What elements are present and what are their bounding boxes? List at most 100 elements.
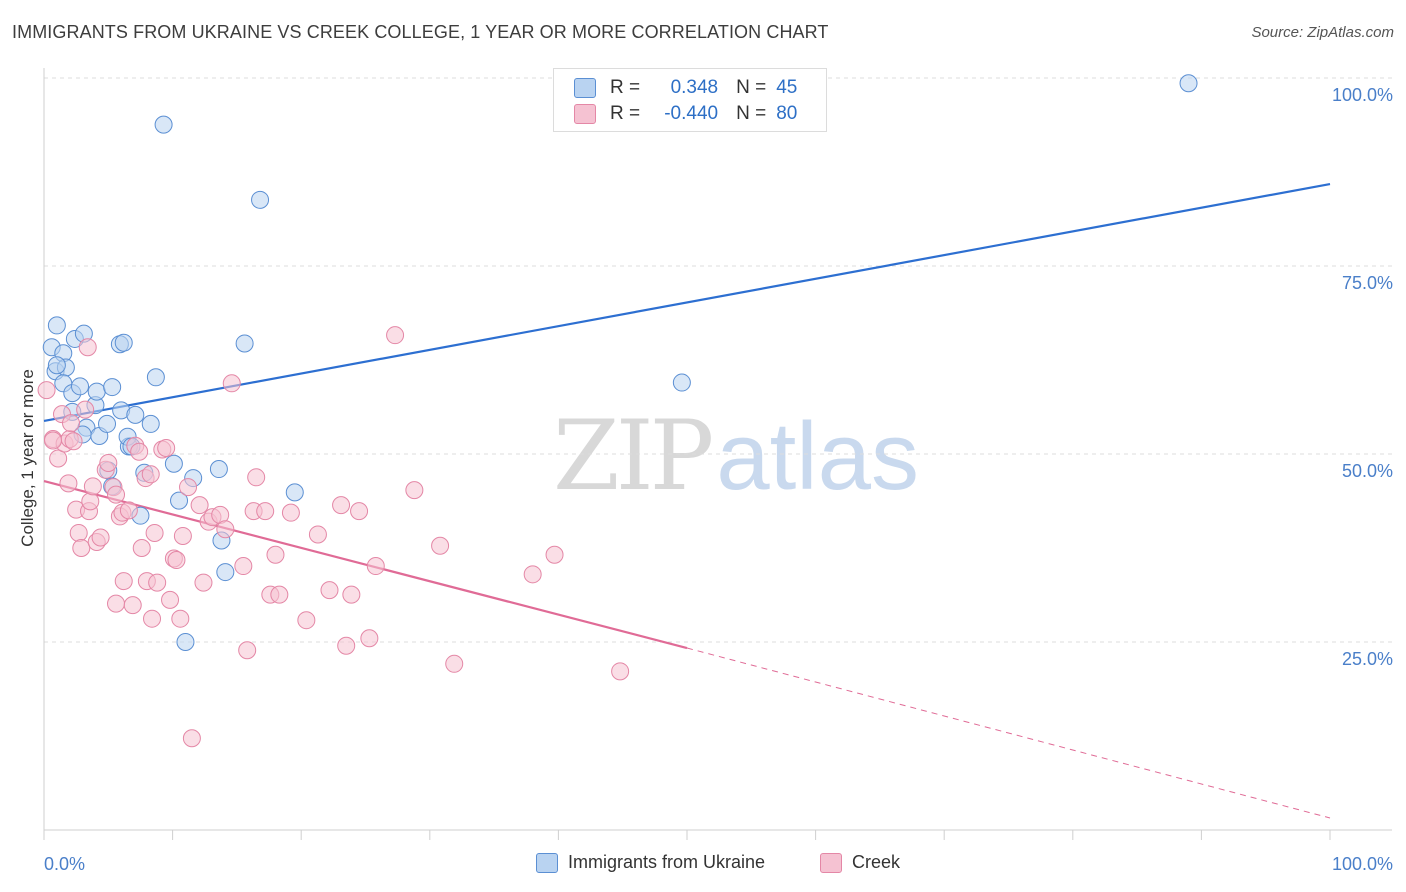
watermark-atlas: atlas xyxy=(716,403,919,510)
n-value: 45 xyxy=(776,77,798,98)
n-value: 80 xyxy=(776,103,798,124)
legend-item-creek: Creek xyxy=(820,852,900,873)
ukraine-point xyxy=(672,373,691,392)
creek-swatch xyxy=(574,104,596,124)
creek-point xyxy=(72,539,91,557)
creek-point xyxy=(37,381,56,400)
creek-point xyxy=(130,442,149,461)
stats-row-creek: R = -0.440 N = 80 xyxy=(574,102,797,126)
ukraine-point xyxy=(1179,74,1198,93)
ukraine-point xyxy=(170,491,189,510)
creek-point xyxy=(297,611,316,630)
ukraine-swatch xyxy=(574,78,596,98)
creek-point xyxy=(281,503,300,522)
creek-point xyxy=(114,572,133,591)
creek-point xyxy=(99,454,118,473)
creek-point xyxy=(145,523,164,542)
creek-point xyxy=(194,573,213,592)
creek-point xyxy=(238,641,257,660)
ukraine-trendline xyxy=(43,182,1331,422)
creek-point xyxy=(173,526,192,545)
creek-point xyxy=(545,545,564,564)
y-tick-label: 75.0% xyxy=(1342,273,1393,293)
creek-point xyxy=(270,585,289,604)
creek-point xyxy=(405,481,424,500)
creek-point xyxy=(320,581,339,600)
grid xyxy=(44,77,1392,643)
creek-point xyxy=(182,729,201,748)
creek-point xyxy=(179,478,198,497)
ukraine-point xyxy=(114,333,133,352)
creek-point xyxy=(445,654,464,673)
creek-point xyxy=(123,596,142,615)
creek-point xyxy=(350,502,369,521)
watermark-zip: ZIP xyxy=(553,400,714,512)
creek-point xyxy=(76,400,95,419)
creek-point xyxy=(107,594,126,613)
n-key: N = xyxy=(736,77,767,98)
creek-point xyxy=(386,326,405,345)
creek-point xyxy=(81,492,100,511)
creek-point xyxy=(308,525,327,544)
creek-point xyxy=(59,474,78,493)
ukraine-point xyxy=(154,115,173,134)
ukraine-point xyxy=(235,334,254,353)
creek-point xyxy=(62,414,81,433)
tick-labels: 100.0% 75.0% 50.0% 25.0% 0.0% 100.0% xyxy=(44,85,1393,874)
trendlines xyxy=(43,182,1331,819)
creek-point xyxy=(167,551,186,570)
ukraine-point xyxy=(71,377,90,396)
y-tick-label: 100.0% xyxy=(1332,85,1393,105)
creek-trendline-extension xyxy=(686,647,1331,819)
creek-trendline xyxy=(43,480,688,650)
creek-point xyxy=(64,432,83,451)
creek-point xyxy=(337,636,356,655)
ukraine-point xyxy=(146,368,165,387)
creek-point xyxy=(141,465,160,484)
creek-point xyxy=(366,557,385,576)
r-value: 0.348 xyxy=(670,77,719,98)
creek-point xyxy=(143,609,162,628)
stats-row-ukraine: R = 0.348 N = 45 xyxy=(574,76,797,100)
creek-legend-swatch xyxy=(820,852,842,873)
creek-point xyxy=(119,501,138,520)
creek-point xyxy=(342,585,361,604)
x-tick-label: 0.0% xyxy=(44,854,85,874)
x-tick-label: 100.0% xyxy=(1332,854,1393,874)
creek-point xyxy=(611,662,630,681)
creek-point xyxy=(266,545,285,564)
stats-legend: R = 0.348 N = 45 R = -0.440 N = 80 xyxy=(553,68,827,132)
creek-point xyxy=(161,590,180,609)
watermark: ZIPatlas xyxy=(553,400,919,512)
creek-point xyxy=(44,431,63,450)
ukraine-point xyxy=(103,378,122,397)
ukraine-point xyxy=(176,633,195,651)
y-tick-label: 50.0% xyxy=(1342,461,1393,481)
creek-point xyxy=(523,565,542,584)
ukraine-point xyxy=(47,316,66,335)
ukraine-point xyxy=(141,414,160,433)
r-value: -0.440 xyxy=(664,103,719,124)
creek-point xyxy=(83,477,102,496)
r-key: R = xyxy=(610,77,641,98)
creek-point xyxy=(107,485,126,504)
ukraine-point xyxy=(47,356,66,375)
creek-point xyxy=(222,374,241,393)
ukraine-point xyxy=(164,454,183,473)
series-legend: Immigrants from Ukraine Creek xyxy=(0,852,1406,876)
legend-item-ukraine: Immigrants from Ukraine xyxy=(536,852,765,873)
source-label: Source: ZipAtlas.com xyxy=(1251,24,1394,41)
ukraine-point xyxy=(98,414,117,433)
y-tick-label: 25.0% xyxy=(1342,649,1393,669)
chart-title: IMMIGRANTS FROM UKRAINE VS CREEK COLLEGE… xyxy=(12,22,829,42)
ukraine-point xyxy=(209,460,228,479)
creek-point xyxy=(49,449,68,468)
axes xyxy=(43,68,1392,840)
creek-point xyxy=(157,438,176,457)
ukraine-point xyxy=(216,563,235,582)
ukraine-point xyxy=(251,190,270,209)
creek-point xyxy=(431,536,450,555)
creek-point xyxy=(256,502,275,521)
creek-point xyxy=(69,523,88,542)
